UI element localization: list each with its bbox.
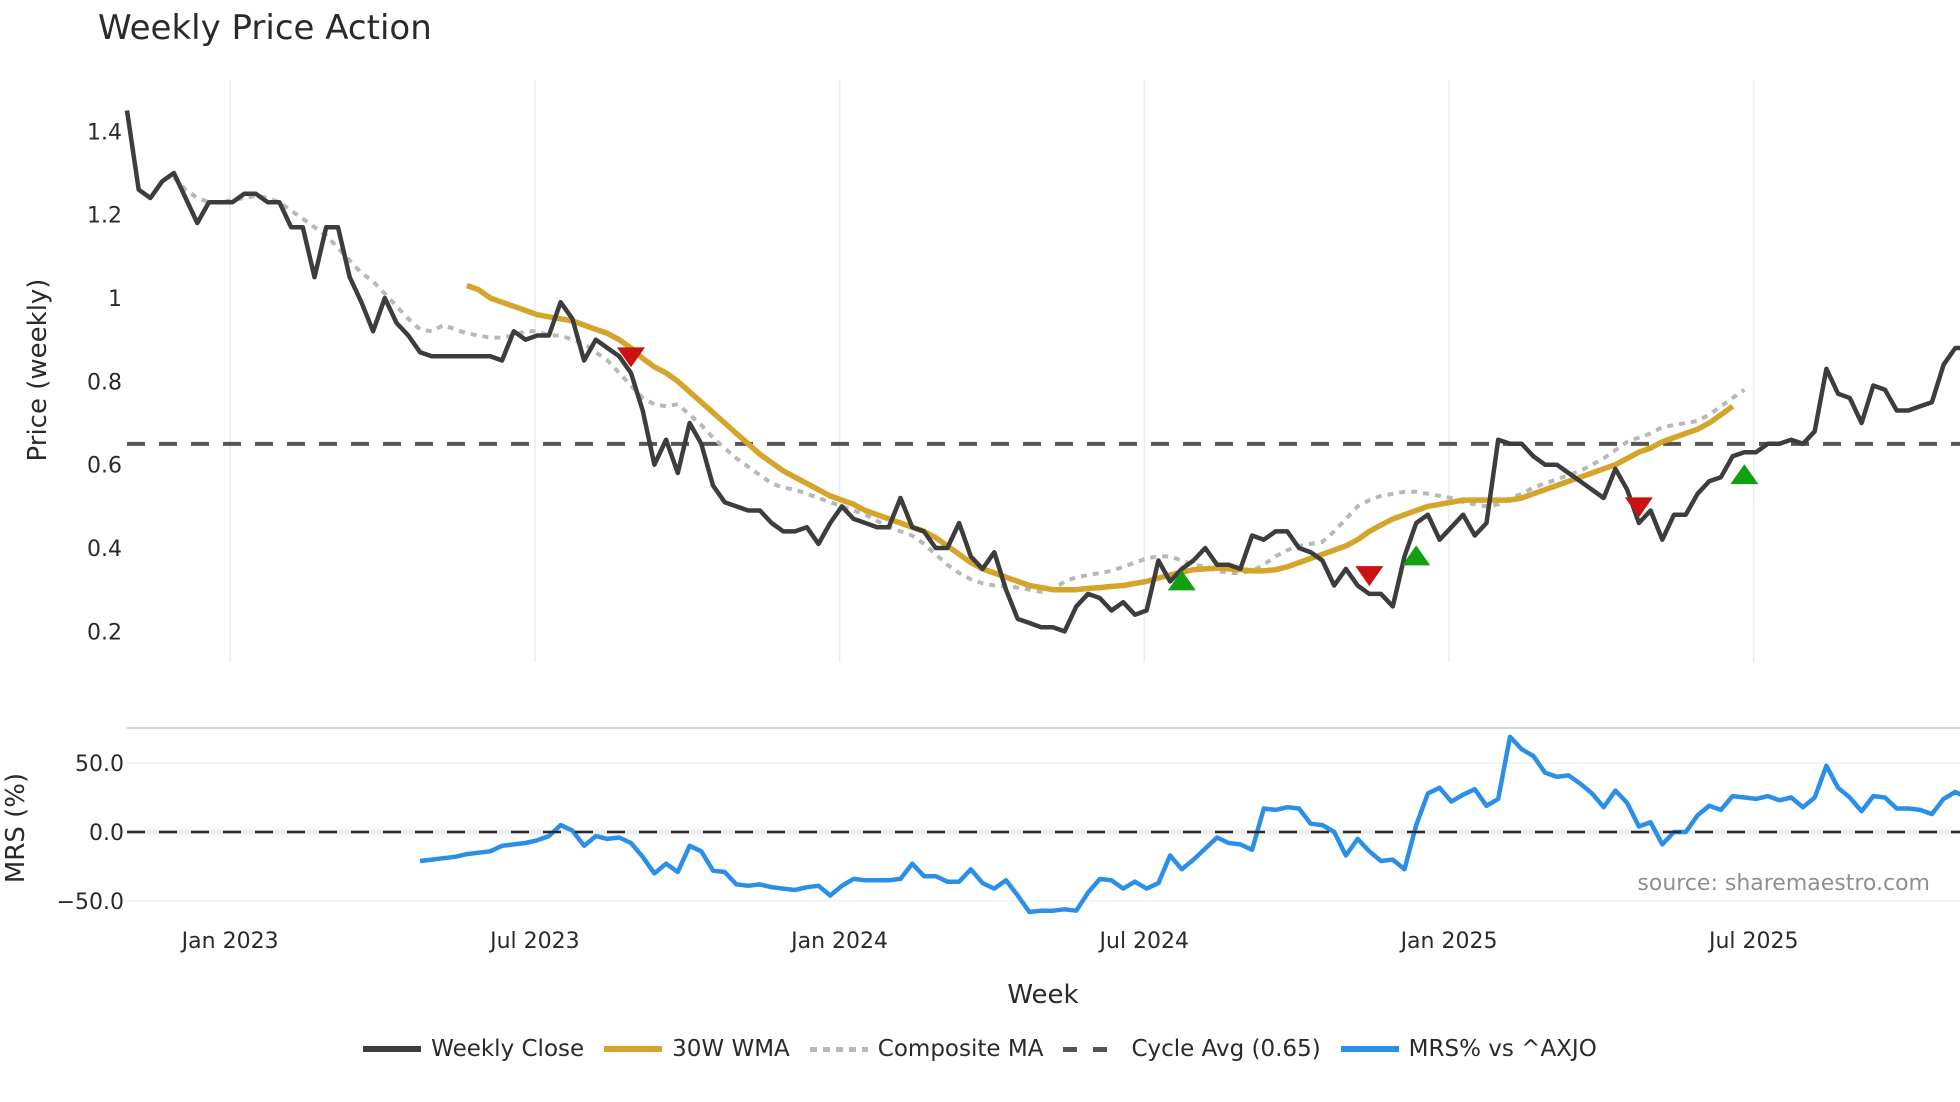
price-y-axis-label: Price (weekly) [23, 279, 53, 462]
legend-label: MRS% vs ^AXJO [1408, 1036, 1597, 1062]
chart-title: Weekly Price Action [98, 8, 432, 48]
svg-text:Jan 2023: Jan 2023 [180, 929, 279, 954]
solid-line-swatch-icon [1340, 1046, 1399, 1052]
weekly-close-line [124, 110, 1960, 634]
buy-signal-triangle-up-icon [1730, 464, 1759, 485]
svg-text:−50.0: −50.0 [57, 890, 124, 915]
signal-markers [616, 347, 1759, 591]
svg-text:Jan 2025: Jan 2025 [1399, 929, 1498, 954]
x-axis-label: Week [1007, 980, 1078, 1010]
svg-text:Jul 2024: Jul 2024 [1098, 929, 1190, 954]
mrs-y-axis-label: MRS (%) [1, 773, 31, 883]
sell-signal-triangle-down-icon [1355, 566, 1384, 587]
chart-canvas: 1.4 1.2 1 0.8 0.6 0.4 0.2 50.0 0.0 −50.0 Jan 202… [1, 80, 1960, 1010]
buy-signal-triangle-up-icon [1402, 545, 1431, 566]
mrs-y-ticks: 50.0 0.0 −50.0 [57, 752, 124, 915]
legend-label: 30W WMA [672, 1036, 790, 1062]
mrs-line [419, 734, 1960, 915]
sell-signal-triangle-down-icon [616, 347, 645, 368]
legend-label: Cycle Avg (0.65) [1131, 1036, 1321, 1062]
legend-item-composite-ma[interactable]: Composite MA [809, 1036, 1044, 1062]
svg-text:Jul 2023: Jul 2023 [488, 929, 580, 954]
vertical-gridlines [229, 80, 1755, 662]
price-series [124, 110, 1960, 634]
30w-wma-line [465, 282, 1735, 593]
legend-label: Weekly Close [431, 1036, 585, 1062]
svg-text:0.4: 0.4 [87, 537, 122, 562]
legend-label: Composite MA [877, 1036, 1044, 1062]
svg-text:0.8: 0.8 [87, 370, 122, 395]
svg-text:Jul 2025: Jul 2025 [1707, 929, 1799, 954]
svg-text:1: 1 [108, 287, 122, 312]
mrs-series [127, 734, 1960, 915]
legend-item-30w-wma[interactable]: 30W WMA [604, 1036, 790, 1062]
composite-ma-line [172, 175, 1746, 594]
sell-signal-triangle-down-icon [1624, 497, 1653, 518]
svg-text:50.0: 50.0 [75, 752, 124, 777]
price-y-ticks: 1.4 1.2 1 0.8 0.6 0.4 0.2 [87, 120, 122, 645]
svg-text:1.4: 1.4 [87, 120, 122, 145]
dotted-line-swatch-icon [809, 1046, 868, 1052]
source-note: source: sharemaestro.com [1637, 871, 1930, 896]
legend-item-weekly-close[interactable]: Weekly Close [363, 1036, 584, 1062]
x-axis-ticks: Jan 2023 Jul 2023 Jan 2024 Jul 2024 Jan 2025… [180, 929, 1799, 954]
legend-item-cycle-avg[interactable]: Cycle Avg (0.65) [1063, 1036, 1321, 1062]
svg-text:1.2: 1.2 [87, 204, 122, 229]
svg-text:0.0: 0.0 [89, 821, 124, 846]
legend: Weekly Close 30W WMA Composite MA Cycle … [0, 1036, 1960, 1062]
svg-text:Jan 2024: Jan 2024 [789, 929, 888, 954]
legend-item-mrs[interactable]: MRS% vs ^AXJO [1340, 1036, 1597, 1062]
svg-text:0.2: 0.2 [87, 620, 122, 645]
dashed-line-swatch-icon [1063, 1046, 1122, 1052]
buy-signal-triangle-up-icon [1167, 570, 1196, 591]
solid-line-swatch-icon [363, 1046, 422, 1052]
svg-text:0.6: 0.6 [87, 454, 122, 479]
solid-line-swatch-icon [604, 1046, 663, 1052]
